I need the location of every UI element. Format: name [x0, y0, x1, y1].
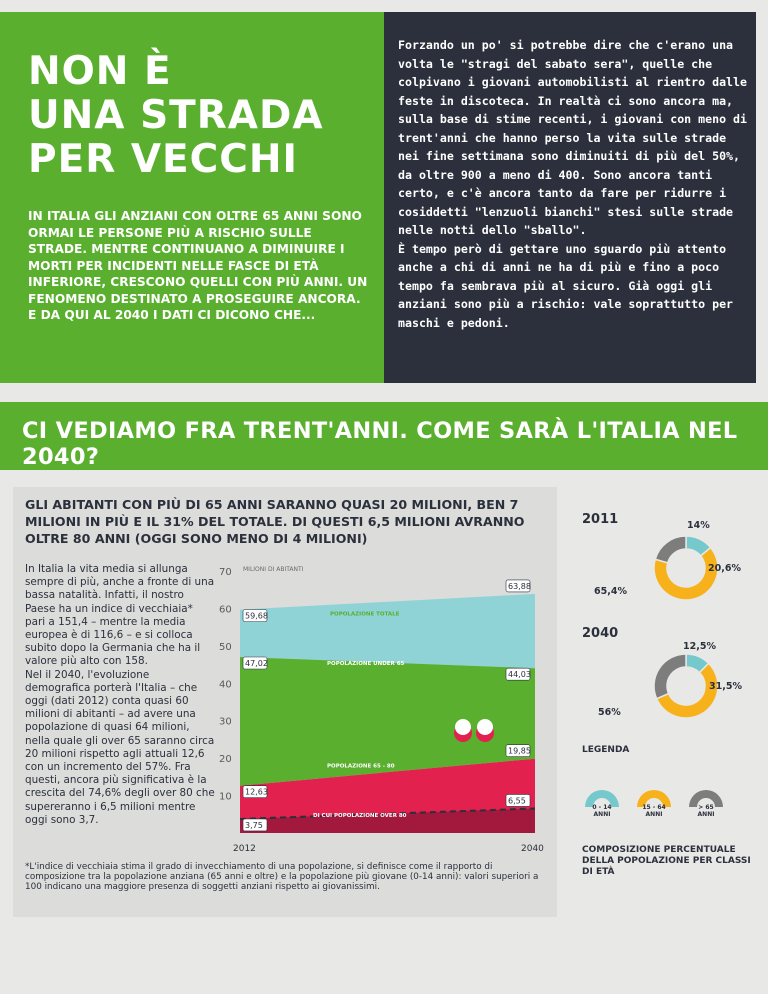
- legend-label: 0 - 14 ANNI: [592, 804, 612, 818]
- pct-2011-old: 20,6%: [708, 563, 741, 574]
- pct-2040-adult: 56%: [598, 707, 621, 718]
- data-label: 3,75: [245, 821, 263, 830]
- series-label: DI CUI POPOLAZIONE OVER 80: [313, 813, 407, 819]
- pct-2011-young: 14%: [687, 520, 710, 531]
- data-label: 6,55: [508, 796, 526, 805]
- side-text-panel: [384, 12, 756, 383]
- legend-gauge: [585, 790, 619, 807]
- section-body: In Italia la vita media si allunga sempr…: [25, 563, 215, 826]
- area-chart: 70 60 50 40 30 20 10 MILIONI DI ABITANTI 2012 204…: [219, 566, 544, 854]
- donut-2040: [653, 653, 719, 719]
- series-label: POPOLAZIONE TOTALE: [330, 612, 400, 618]
- footnote: *L'indice di vecchiaia stima il grado di…: [25, 862, 539, 892]
- data-label-box: [505, 744, 531, 758]
- donut-slice: [655, 662, 719, 719]
- y-tick-label: 40: [219, 679, 232, 690]
- title-line: PER VECCHI: [28, 137, 299, 182]
- legend-gauges: [585, 790, 723, 807]
- elderly-icon: [455, 719, 471, 735]
- donut-2011: [653, 535, 719, 601]
- section-headline: Gli abitanti con più di 65 anni saranno …: [25, 497, 525, 546]
- data-label: 12,63: [245, 788, 268, 797]
- area-total: [240, 593, 535, 669]
- over80-line: [239, 807, 536, 820]
- x-tick-label: 2040: [521, 844, 544, 854]
- data-label: 19,85: [508, 747, 531, 756]
- y-tick-label: 60: [219, 604, 232, 615]
- y-tick-label: 20: [219, 754, 232, 765]
- y-tick-label: 50: [219, 642, 232, 653]
- data-label: 47,02: [245, 659, 268, 668]
- legend-caption: Composizione percentuale della popolazio…: [582, 845, 751, 877]
- side-text: Forzando un po' si potrebbe dire che c'e…: [398, 38, 748, 330]
- pct-2040-old: 31,5%: [709, 681, 742, 692]
- donut-slice: [653, 546, 719, 601]
- page-title: NON È UNA STRADA PER VECCHI: [28, 50, 368, 182]
- y-tick-label: 10: [219, 792, 232, 803]
- data-label: 63,88: [508, 582, 531, 591]
- y-tick-label: 70: [219, 567, 232, 578]
- data-label-box: [242, 785, 268, 799]
- elderly-icon: [477, 719, 493, 735]
- pct-2040-young: 12,5%: [683, 641, 716, 652]
- area-under65: [240, 657, 535, 786]
- x-tick-label: 2012: [233, 844, 256, 854]
- legend-gauge: [689, 790, 723, 807]
- legend-title: LEGENDA: [582, 745, 630, 755]
- pie-2011-title: 2011: [582, 512, 619, 527]
- intro-text: In Italia gli anziani con oltre 65 anni …: [28, 209, 368, 322]
- section-banner: [0, 402, 768, 470]
- pie-2040-title: 2040: [582, 626, 619, 641]
- banner-title: CI VEDIAMO FRA TRENT'ANNI. COME SARÀ L'I…: [22, 418, 738, 470]
- donut-slice: [653, 653, 687, 700]
- area-over80: [240, 808, 535, 833]
- title-line: UNA STRADA: [28, 93, 324, 138]
- data-label-box: [242, 818, 268, 832]
- data-label: 44,03: [508, 670, 531, 679]
- legend-label: > 65 ANNI: [697, 804, 715, 818]
- legend-label: 15 - 64 ANNI: [642, 804, 666, 818]
- pct-2011-adult: 65,4%: [594, 586, 627, 597]
- data-label-box: [242, 609, 268, 622]
- top-section: [0, 0, 768, 400]
- data-label-box: [505, 667, 531, 681]
- series-label: POPOLAZIONE 65 - 80: [327, 764, 395, 770]
- data-label: 59,68: [245, 612, 268, 621]
- series-label: POPOLAZIONE UNDER 65: [327, 661, 405, 667]
- y-tick-label: 30: [219, 717, 232, 728]
- data-label-box: [505, 579, 531, 593]
- y-axis-label: MILIONI DI ABITANTI: [243, 566, 304, 573]
- data-label-box: [242, 656, 268, 670]
- data-label-box: [505, 794, 531, 807]
- legend-gauge: [637, 790, 671, 807]
- donut-slice: [654, 535, 687, 564]
- title-panel: [0, 12, 384, 383]
- title-line: NON È: [28, 49, 172, 94]
